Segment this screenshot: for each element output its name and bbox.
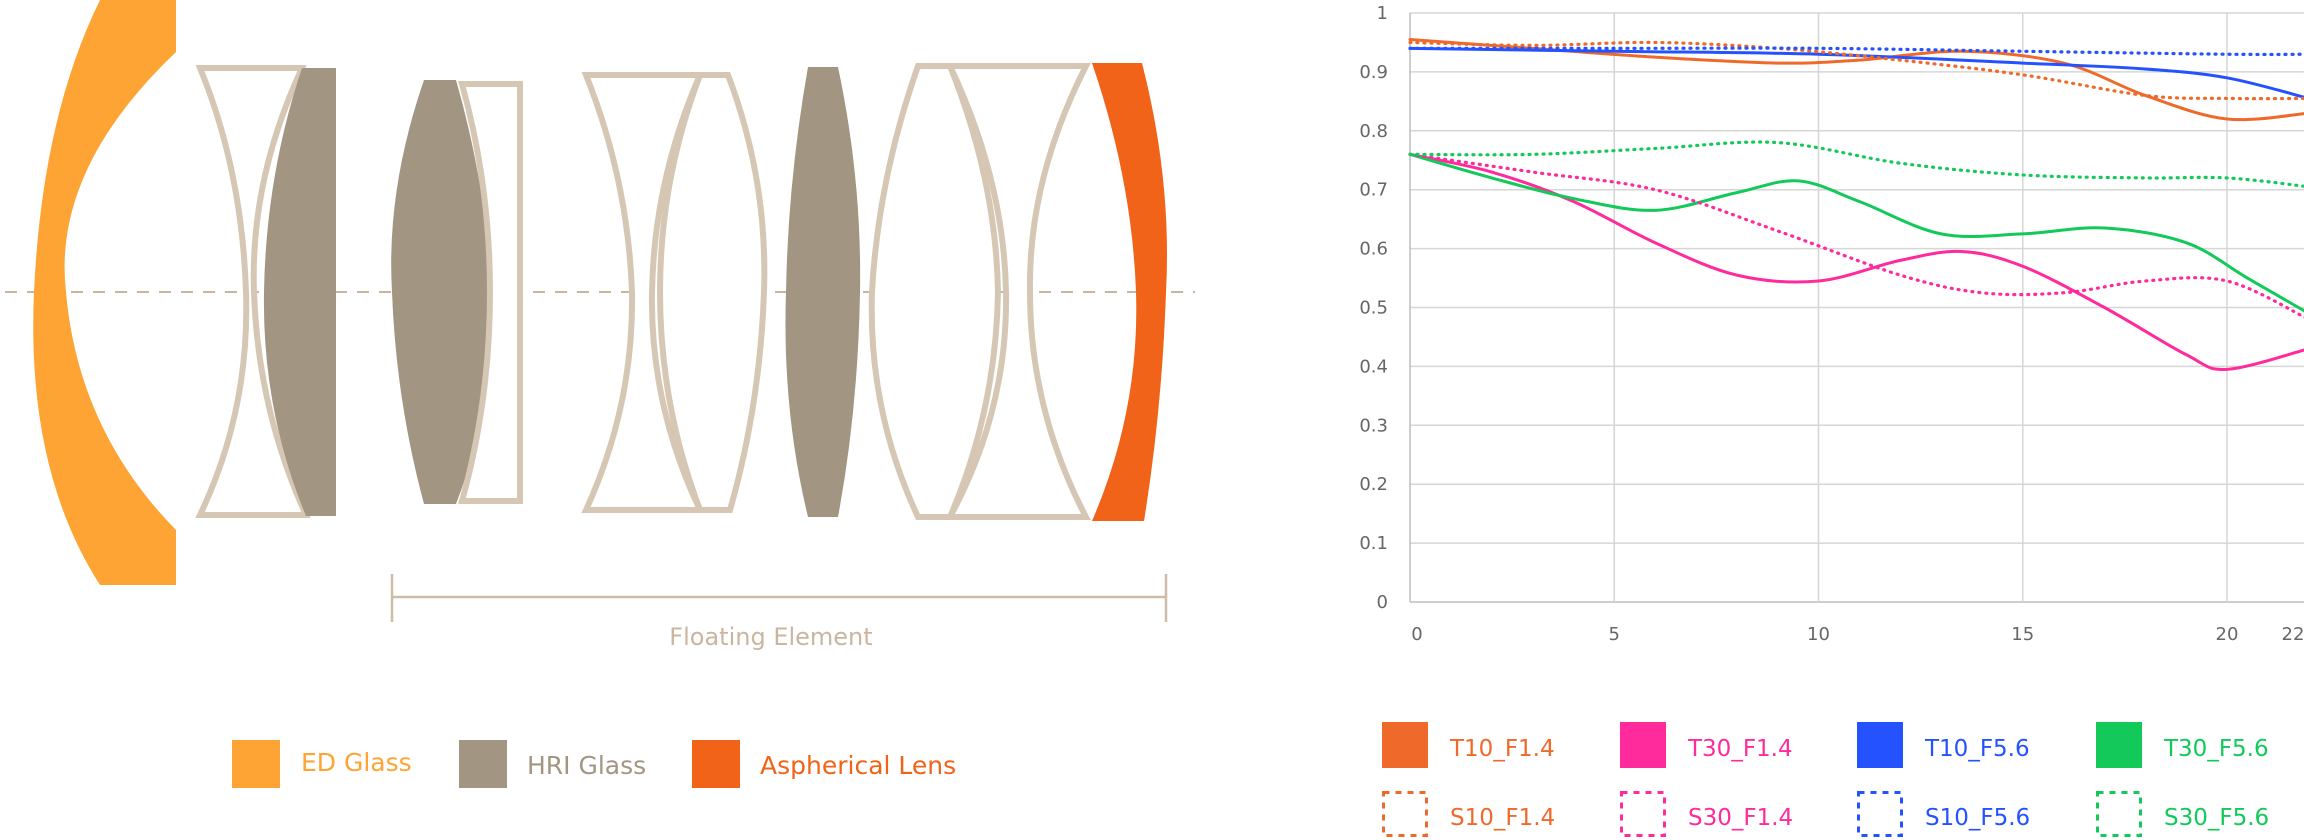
legend-label-t10-f1-4: T10_F1.4 (1449, 736, 1555, 762)
legend-label-t30-f1-4: T30_F1.4 (1687, 736, 1793, 762)
chart-series (1408, 38, 2304, 371)
lens-hri-glass-3 (785, 67, 861, 517)
x-tick-label: 20 (2216, 624, 2239, 645)
legend-swatch-s30-f5-6 (2096, 791, 2142, 837)
x-tick-label: 15 (2011, 624, 2034, 645)
y-tick-label: 0.6 (1359, 239, 1388, 260)
chart-legend: T10_F1.4 T30_F1.4 T10_F5.6 T30_F5.6 S10_F1.4… (1382, 722, 2269, 837)
legend-swatch-s10-f5-6 (1857, 791, 1903, 837)
legend-label-s10-f1-4: S10_F1.4 (1450, 805, 1555, 831)
y-tick-label: 1 (1377, 3, 1388, 24)
y-tick-label: 0.8 (1359, 121, 1388, 142)
lens-convex-outline-1 (656, 72, 768, 513)
legend-label-ed-glass: ED Glass (301, 748, 412, 777)
legend-label-hri-glass: HRI Glass (527, 751, 646, 780)
y-tick-label: 0.4 (1359, 356, 1388, 377)
legend-swatch-aspherical (692, 740, 740, 788)
legend-label-t30-f5-6: T30_F5.6 (2163, 736, 2269, 762)
legend-label-s30-f5-6: S30_F5.6 (2164, 805, 2269, 831)
legend-label-s10-f5-6: S10_F5.6 (1925, 805, 2030, 831)
legend-label-s30-f1-4: S30_F1.4 (1688, 805, 1793, 831)
legend-swatch-t10-f5-6 (1857, 722, 1903, 768)
legend-swatch-t30-f1-4 (1620, 722, 1666, 768)
lens-hri-glass-1 (263, 68, 336, 516)
legend-swatch-s10-f1-4 (1382, 791, 1428, 837)
chart-grid (1409, 12, 2304, 603)
floating-element-label: Floating Element (669, 623, 872, 651)
series-line-t30-f1-4 (1408, 152, 2304, 371)
y-tick-label: 0.9 (1359, 62, 1388, 83)
lens-plano-outline (458, 81, 523, 504)
y-tick-label: 0.2 (1359, 474, 1388, 495)
y-tick-label: 0.5 (1359, 298, 1388, 319)
x-tick-label: 22 (2282, 624, 2304, 645)
x-tick-label: 0 (1411, 624, 1422, 645)
y-tick-label: 0.1 (1359, 533, 1388, 554)
x-tick-label: 10 (1807, 624, 1830, 645)
series-line-s10-f1-4 (1408, 40, 2304, 101)
y-tick-label: 0.3 (1359, 415, 1388, 436)
floating-element-bracket (390, 574, 1168, 622)
series-line-s30-f1-4 (1408, 152, 2304, 319)
legend-label-aspherical: Aspherical Lens (760, 751, 956, 780)
lens-concave-outline-3 (944, 63, 1091, 520)
series-line-s30-f5-6 (1408, 140, 2304, 188)
legend-swatch-t10-f1-4 (1382, 722, 1428, 768)
lens-aspherical (1092, 63, 1167, 521)
lens-hri-glass-2 (391, 80, 493, 504)
y-tick-label: 0.7 (1359, 180, 1388, 201)
legend-swatch-s30-f1-4 (1620, 791, 1666, 837)
series-line-t30-f5-6 (1408, 152, 2304, 313)
legend-label-t10-f5-6: T10_F5.6 (1924, 736, 2030, 762)
x-tick-label: 5 (1609, 624, 1620, 645)
series-line-s10-f5-6 (1408, 46, 2304, 57)
legend-swatch-ed-glass (232, 740, 280, 788)
legend-swatch-t30-f5-6 (2096, 722, 2142, 768)
series-line-t10-f5-6 (1408, 46, 2304, 99)
y-tick-label: 0 (1377, 592, 1388, 613)
lens-diagram: Floating Element ED Glass HRI Glass Asph… (5, 0, 1195, 788)
legend-swatch-hri-glass (459, 740, 507, 788)
chart-ticks: 00.10.20.30.40.50.60.70.80.910 5 10 15 20 22 (1359, 3, 2304, 645)
lens-ed-glass (33, 0, 176, 585)
